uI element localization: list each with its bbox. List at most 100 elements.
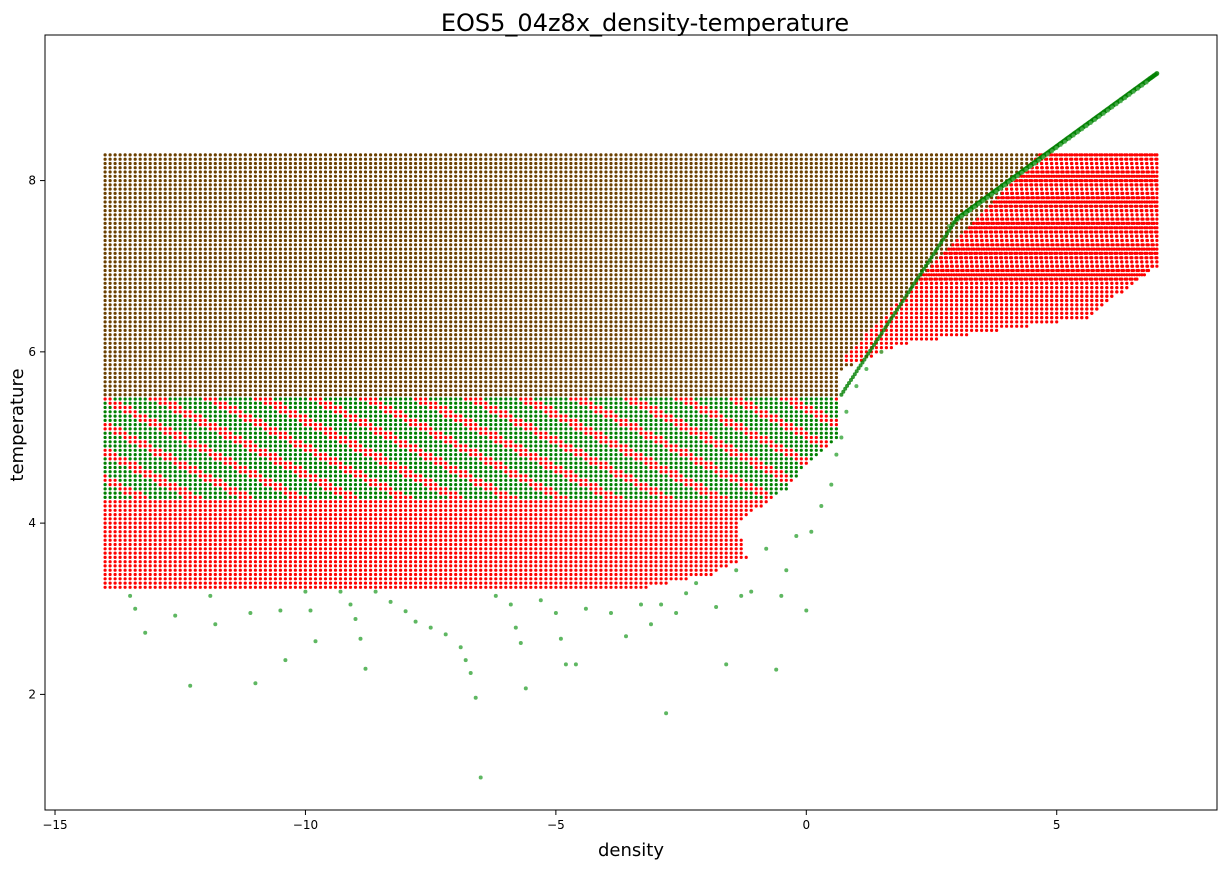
data-point [664,461,668,465]
data-point [379,448,383,452]
data-point [363,538,368,542]
data-point [188,465,192,470]
data-point [589,478,593,482]
data-point [719,530,723,534]
data-point [714,555,718,560]
data-point [123,577,127,581]
data-point [298,508,302,512]
data-point [223,525,227,530]
data-point [173,577,177,581]
data-point [439,542,443,547]
data-point [384,500,388,504]
data-point [308,440,313,444]
data-point [133,435,137,440]
data-point [328,581,333,585]
data-point [178,525,182,530]
data-point [579,555,583,560]
data-point [353,448,358,452]
data-point [479,474,483,478]
data-point [654,530,658,534]
data-point [469,525,473,530]
data-point [414,495,418,499]
data-point [634,457,638,461]
data-point [704,431,708,435]
data-point [138,461,142,465]
data-point [534,547,538,551]
data-point [313,491,318,495]
data-point [639,577,643,581]
data-point [148,465,152,470]
data-point [128,530,132,534]
data-point [599,530,603,534]
data-point [669,542,673,547]
data-point [363,581,368,585]
data-point [754,500,758,504]
data-point [258,465,262,470]
data-point [434,555,438,560]
data-point [123,525,127,530]
data-point [434,534,438,538]
data-point [584,444,588,448]
data-point [193,542,197,547]
data-point [719,542,723,547]
data-point [358,530,363,534]
data-point [198,581,202,585]
data-point [358,453,363,457]
data-point [113,444,117,448]
data-point [404,517,408,521]
data-point [494,461,498,465]
data-point [489,465,493,470]
data-point [499,440,503,444]
data-point [353,500,358,504]
data-point [218,474,222,478]
data-point [168,487,172,491]
data-point [213,444,217,448]
data-point [369,457,373,461]
data-point [469,521,473,525]
data-point [293,453,297,457]
data-point [634,572,638,577]
data-point [258,577,262,581]
data-point [358,525,363,530]
data-point [429,470,433,474]
data-point [113,577,117,581]
data-point [163,491,167,495]
data-point [363,517,368,521]
data-point [178,530,182,534]
data-point [469,551,473,555]
data-point [138,478,142,482]
data-point [394,547,398,551]
data-point [704,534,708,538]
data-point [248,517,252,521]
data-point [108,495,112,499]
data-point [399,521,403,525]
data-point [379,487,383,491]
data-point [318,547,323,551]
data-point [679,517,683,521]
data-point [343,555,348,560]
data-point [394,508,398,512]
data-point [589,495,593,499]
data-point [714,495,718,499]
data-point [303,478,307,482]
data-point [153,453,157,457]
data-point [328,465,333,470]
data-point [379,568,383,572]
data-point [574,474,578,478]
data-point [824,435,828,440]
data-point [624,453,628,457]
data-point [133,560,137,564]
data-point [263,530,267,534]
data-point [434,551,438,555]
data-point [363,534,368,538]
data-point [409,444,413,448]
data-point [799,453,803,457]
data-point [218,508,222,512]
data-point [569,581,573,585]
data-point [379,465,383,470]
data-point [569,427,573,431]
data-point [138,538,142,542]
data-point [619,513,623,517]
data-point [524,521,528,525]
data-point [734,525,738,530]
